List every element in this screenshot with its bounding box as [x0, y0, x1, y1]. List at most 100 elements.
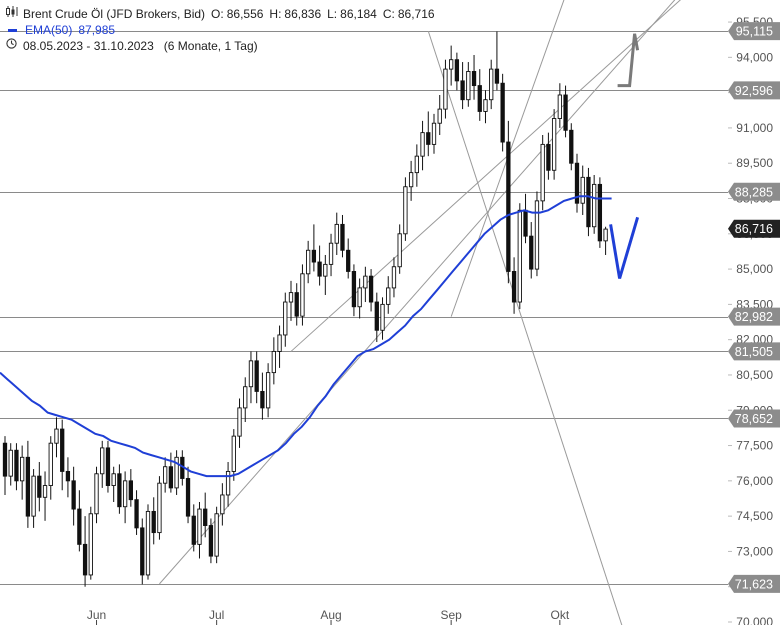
candle-body: [145, 510, 151, 576]
legend-period: (6 Monate, 1 Tag): [163, 39, 258, 53]
candle-body: [317, 261, 322, 277]
candle-body: [346, 249, 351, 272]
candle-body: [94, 473, 99, 515]
candle-body: [551, 118, 557, 171]
chart-legend: Brent Crude Öl (JFD Brokers, Bid) O: 86,…: [6, 6, 435, 54]
level-price-tag-label: 78,652: [735, 412, 773, 426]
legend-high-value: 86,836: [284, 7, 322, 21]
candle-body: [323, 263, 328, 277]
candle-body: [37, 475, 42, 498]
candle-body: [420, 132, 425, 157]
candle-body: [54, 428, 59, 444]
candle-body: [546, 143, 551, 171]
y-tick-label: 91,000: [736, 121, 773, 135]
legend-low-label: L:: [327, 7, 338, 21]
candle-body: [300, 273, 305, 317]
legend-high-label: H:: [269, 7, 282, 21]
level-price-tag-label: 81,505: [735, 345, 773, 359]
candle-body: [374, 301, 379, 331]
candle-body: [260, 390, 265, 409]
candle-body: [140, 527, 145, 576]
current-price-tag-label: 86,716: [735, 222, 773, 236]
candle-body: [380, 303, 385, 331]
candle-body: [208, 525, 214, 557]
candle-body: [128, 480, 133, 501]
x-tick-label: Jun: [87, 608, 106, 622]
level-price-tag-label: 71,623: [735, 577, 773, 591]
candle-body: [603, 228, 608, 242]
candle-body: [340, 223, 345, 251]
candlestick-icon: [6, 6, 19, 22]
ema-swatch: [8, 28, 17, 32]
candle-body: [454, 59, 460, 82]
candle-body: [540, 143, 545, 202]
candle-body: [586, 176, 591, 228]
candle-body: [271, 350, 276, 374]
y-tick-label: 76,000: [736, 474, 773, 488]
candle-body: [225, 470, 231, 496]
level-price-tag-label: 95,115: [736, 25, 773, 39]
candle-body: [60, 428, 65, 472]
candle-body: [254, 360, 259, 392]
legend-ema-label: EMA(50): [25, 23, 73, 37]
candle-body: [460, 80, 465, 101]
y-tick-label: 85,000: [736, 262, 773, 276]
candles: [2, 31, 608, 587]
y-tick-label: 89,500: [736, 156, 773, 170]
x-tick-label: Aug: [320, 608, 341, 622]
legend-ema-value: 87,985: [78, 23, 116, 37]
legend-ema-row: EMA(50) 87,985: [6, 22, 435, 38]
x-tick-label: Sep: [440, 608, 462, 622]
candle-body: [511, 270, 517, 303]
candle-body: [557, 94, 562, 119]
candle-body: [197, 508, 202, 545]
candle-body: [48, 442, 53, 486]
candle-body: [437, 108, 442, 124]
x-tick-label: Jul: [209, 608, 224, 622]
level-price-tag-shape: [728, 307, 780, 326]
candle-body: [386, 287, 391, 305]
y-tick-label: 80,500: [736, 368, 773, 382]
candle-body: [231, 435, 236, 472]
candle-body: [105, 447, 111, 486]
candle-body: [8, 449, 13, 477]
candle-body: [574, 162, 580, 204]
annotation-arrows: [609, 33, 640, 279]
candle-body: [477, 85, 482, 112]
candle-body: [294, 292, 299, 317]
candle-body: [203, 508, 208, 526]
x-axis: Jun Jul Aug Sep Okt: [87, 608, 570, 625]
legend-open-value: 86,556: [226, 7, 264, 21]
candle-body: [134, 499, 139, 529]
trend-lines: [159, 0, 681, 630]
candle-body: [168, 466, 174, 489]
candle-body: [414, 155, 419, 174]
legend-close-value: 86,716: [397, 7, 435, 21]
horizontal-levels: [0, 31, 728, 585]
candle-body: [265, 372, 271, 409]
candle-body: [580, 176, 585, 204]
candle-body: [397, 233, 402, 268]
candle-body: [328, 242, 334, 265]
candle-body: [529, 235, 534, 270]
candle-body: [506, 141, 511, 272]
candle-body: [42, 485, 48, 498]
ema-line: [0, 195, 612, 478]
candle-body: [151, 510, 156, 534]
candle-body: [489, 68, 494, 101]
candle-body: [500, 82, 505, 143]
trend-line: [159, 0, 676, 585]
candle-body: [408, 172, 414, 188]
candle-body: [431, 122, 437, 145]
legend-low-value: 86,184: [340, 7, 377, 21]
candle-body: [117, 473, 122, 508]
y-tick-label: 70,000: [736, 615, 773, 625]
candle-body: [563, 94, 568, 131]
candle-body: [122, 480, 128, 508]
candle-body: [111, 473, 116, 486]
level-price-tag-shape: [728, 342, 780, 361]
level-price-tag-label: 92,596: [735, 84, 773, 98]
level-price-tag-shape: [728, 182, 780, 201]
blue-v-arrow: [609, 216, 640, 279]
ema-50-line: [0, 195, 612, 478]
